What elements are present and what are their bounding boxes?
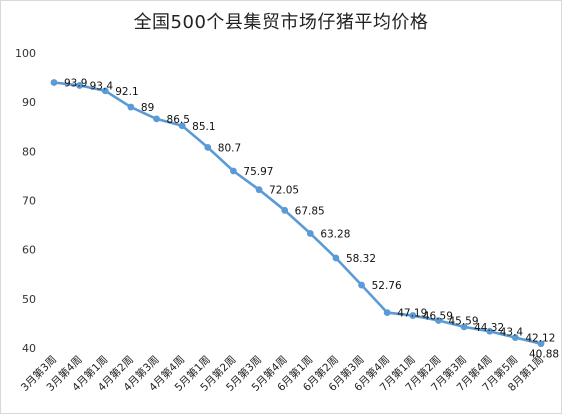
data-point xyxy=(537,340,545,348)
data-label: 86.5 xyxy=(167,114,190,126)
data-label: 42.12 xyxy=(525,333,555,345)
y-tick-label: 50 xyxy=(22,293,36,306)
data-point xyxy=(76,82,84,89)
data-label: 52.76 xyxy=(372,280,402,292)
data-point xyxy=(332,254,340,262)
data-point xyxy=(50,79,58,86)
data-point xyxy=(435,317,442,324)
data-point xyxy=(486,327,494,335)
data-point xyxy=(460,323,468,331)
data-label: 46.59 xyxy=(423,311,453,323)
data-point xyxy=(127,103,135,111)
data-label: 44.32 xyxy=(474,322,504,334)
data-point xyxy=(153,115,160,123)
y-tick-label: 40 xyxy=(22,342,36,355)
data-point xyxy=(204,144,212,151)
series-line xyxy=(53,81,542,345)
data-point xyxy=(511,334,519,341)
data-label: 43.4 xyxy=(500,326,524,338)
data-point xyxy=(230,167,237,175)
data-point xyxy=(306,230,314,237)
data-label: 63.28 xyxy=(320,228,350,240)
y-tick-label: 80 xyxy=(22,145,36,158)
data-label: 40.88 xyxy=(529,349,559,361)
data-point xyxy=(409,312,417,319)
data-label: 67.85 xyxy=(295,205,325,217)
data-label: 47.19 xyxy=(397,308,427,320)
data-point xyxy=(178,122,186,130)
data-label: 93.4 xyxy=(90,80,114,92)
data-label: 93.9 xyxy=(64,78,87,90)
data-point xyxy=(255,186,263,194)
data-point xyxy=(358,281,365,289)
y-tick-label: 90 xyxy=(22,96,36,109)
data-point xyxy=(383,309,391,316)
data-label: 72.05 xyxy=(269,185,299,197)
data-label: 85.1 xyxy=(192,121,215,133)
data-point xyxy=(101,87,109,95)
data-label: 80.7 xyxy=(218,142,241,154)
data-label: 75.97 xyxy=(243,166,273,178)
y-tick-label: 70 xyxy=(22,195,36,208)
chart-title: 全国500个县集贸市场仔猪平均价格 xyxy=(133,12,429,33)
data-label: 58.32 xyxy=(346,253,376,265)
data-point xyxy=(281,206,289,214)
y-tick-label: 100 xyxy=(15,47,36,60)
data-label: 92.1 xyxy=(115,86,138,98)
data-label: 45.59 xyxy=(448,315,478,327)
y-tick-label: 60 xyxy=(22,244,36,257)
data-label: 89 xyxy=(141,102,154,114)
